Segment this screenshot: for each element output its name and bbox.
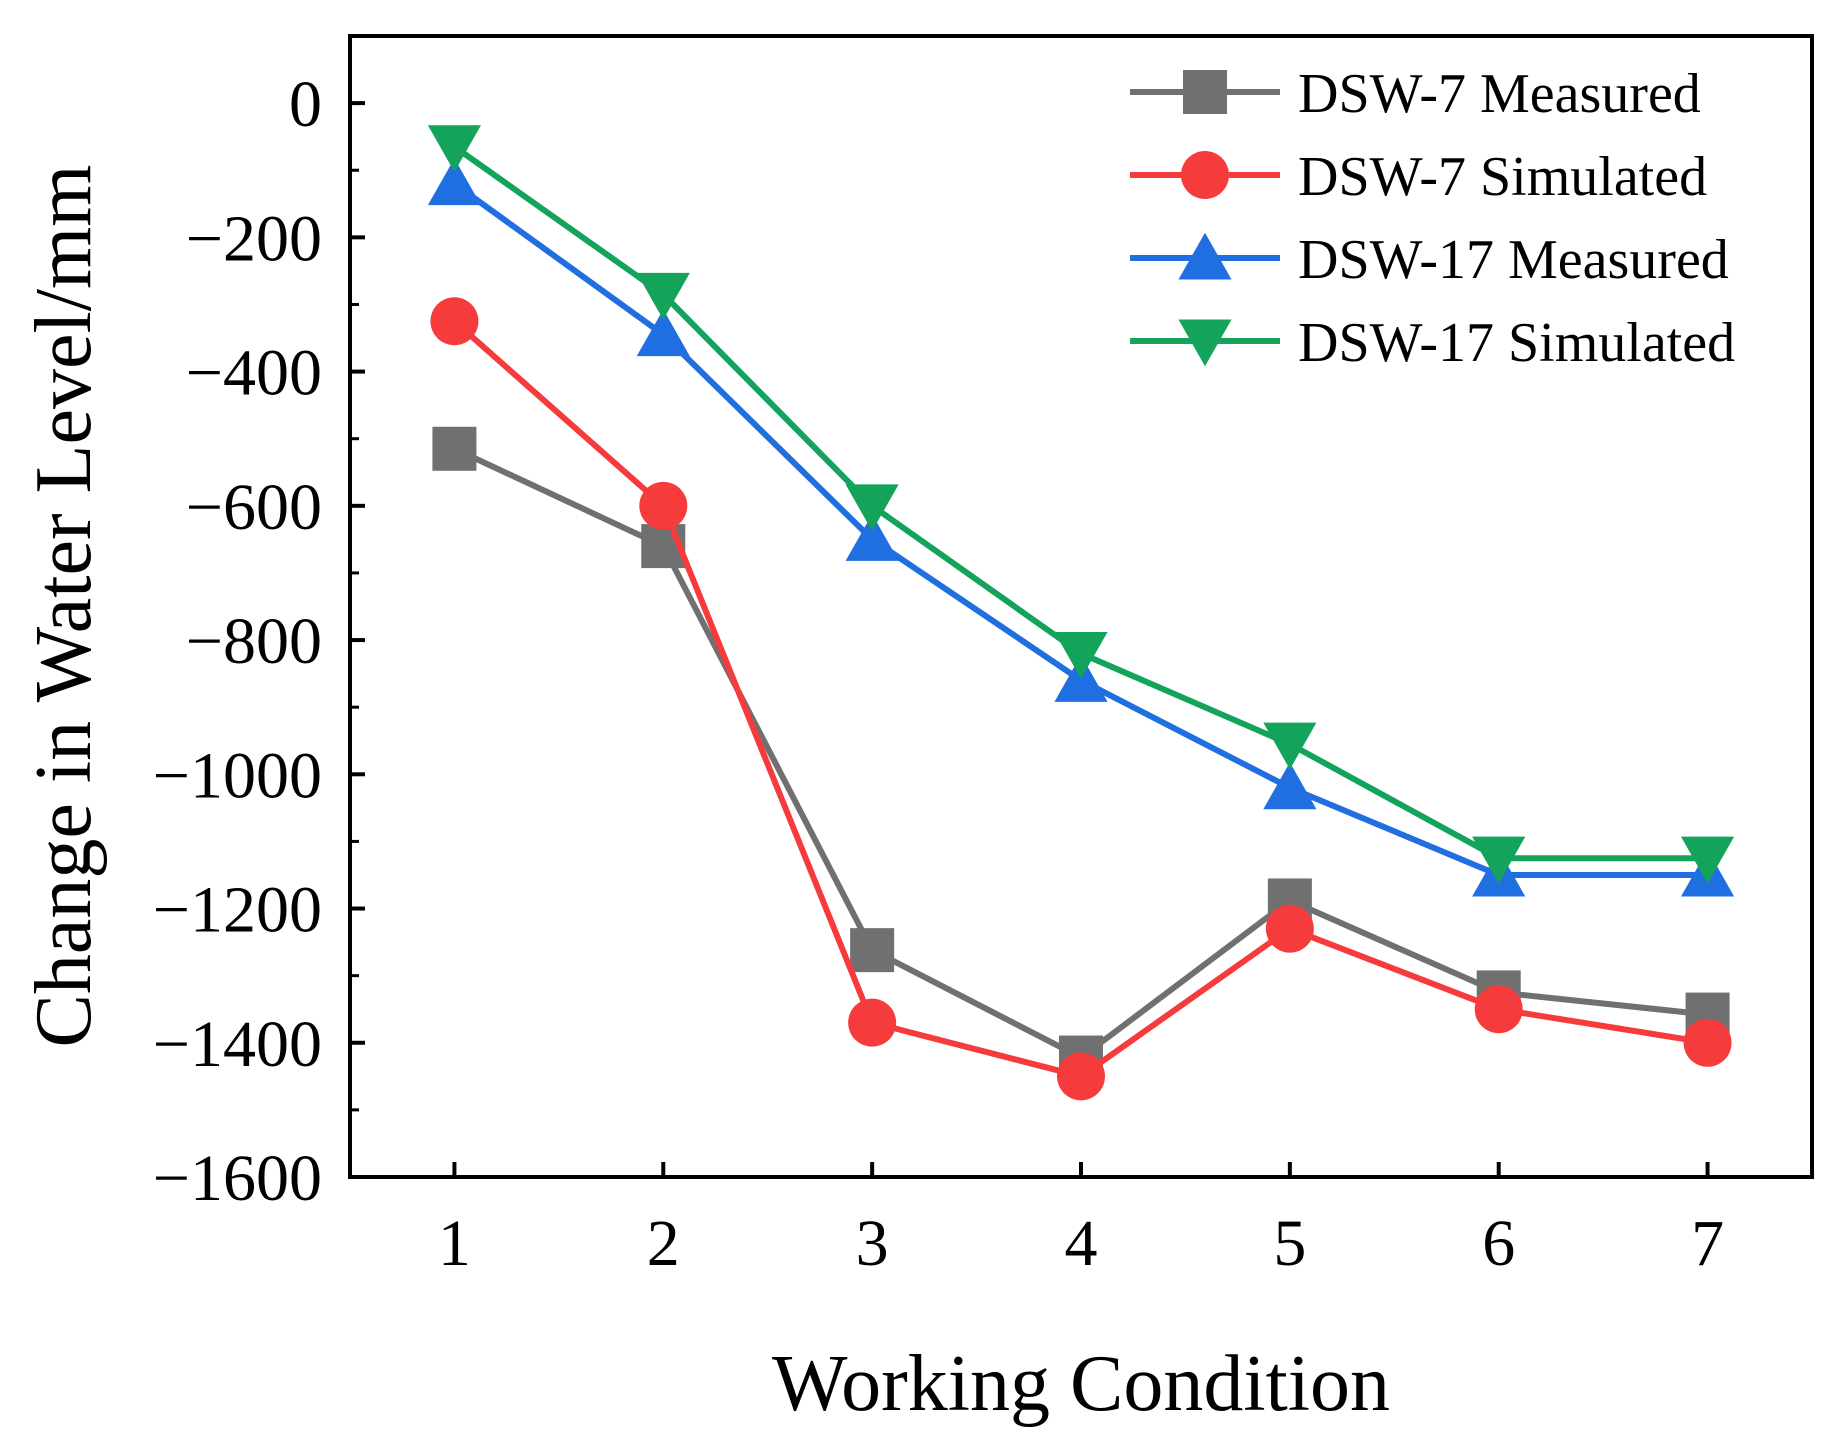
series-dsw-7-measured [432,426,1730,1080]
series-dsw-17-simulated [427,125,1735,884]
data-point [1265,904,1314,953]
data-point [636,309,690,357]
x-tick-label: 1 [438,1207,471,1280]
data-point [636,272,690,320]
x-tick-label: 7 [1691,1207,1724,1280]
y-tick-label: −600 [186,471,322,544]
y-tick-label: −400 [186,337,322,410]
data-point [1683,1018,1732,1067]
data-point [427,158,481,206]
legend-marker [1178,232,1232,280]
y-tick-label: −200 [186,202,322,275]
data-point [1263,762,1317,810]
x-tick-label: 5 [1273,1207,1306,1280]
data-point [845,484,899,532]
data-point [850,928,895,973]
y-axis: 0 −200 −400 −600 −800 −1000 −1200 −1400 −1600 [153,34,365,1215]
y-tick-label: −1000 [153,739,322,812]
data-point [1057,1052,1105,1101]
legend: DSW-7 Measured DSW-7 Simulated DSW-17 Meas… [1130,63,1735,374]
legend-label: DSW-17 Measured [1298,229,1729,291]
x-axis: 1 2 3 4 5 6 7 [438,1162,1724,1280]
legend-label: DSW-7 Measured [1298,63,1701,125]
y-tick-label: 0 [289,68,322,141]
legend-marker [1183,70,1227,114]
x-tick-label: 2 [647,1207,680,1280]
legend-marker [1178,319,1232,367]
y-tick-label: −1400 [153,1008,322,1081]
data-point [845,514,899,561]
x-tick-label: 4 [1065,1207,1098,1280]
x-tick-label: 6 [1482,1207,1515,1280]
y-tick-label: −1600 [153,1142,322,1215]
series-layer [427,125,1735,1101]
y-tick-label: −800 [186,605,322,678]
data-point [432,426,477,471]
legend-label: DSW-17 Simulated [1298,312,1735,374]
data-point [427,125,481,173]
legend-label: DSW-7 Simulated [1298,146,1707,208]
data-point [1681,836,1735,884]
series-dsw-7-simulated [430,297,1732,1101]
legend-marker [1181,151,1229,199]
y-tick-label: −1200 [153,874,322,947]
data-point [848,998,897,1047]
data-point [430,297,479,346]
x-axis-title: Working Condition [772,1340,1390,1428]
data-point [1472,836,1526,884]
data-point [1474,985,1523,1034]
data-point [1054,631,1108,679]
data-point [639,481,688,530]
x-tick-label: 3 [856,1207,889,1280]
y-axis-title: Change in Water Level/mm [20,165,108,1048]
data-point [1263,722,1317,770]
